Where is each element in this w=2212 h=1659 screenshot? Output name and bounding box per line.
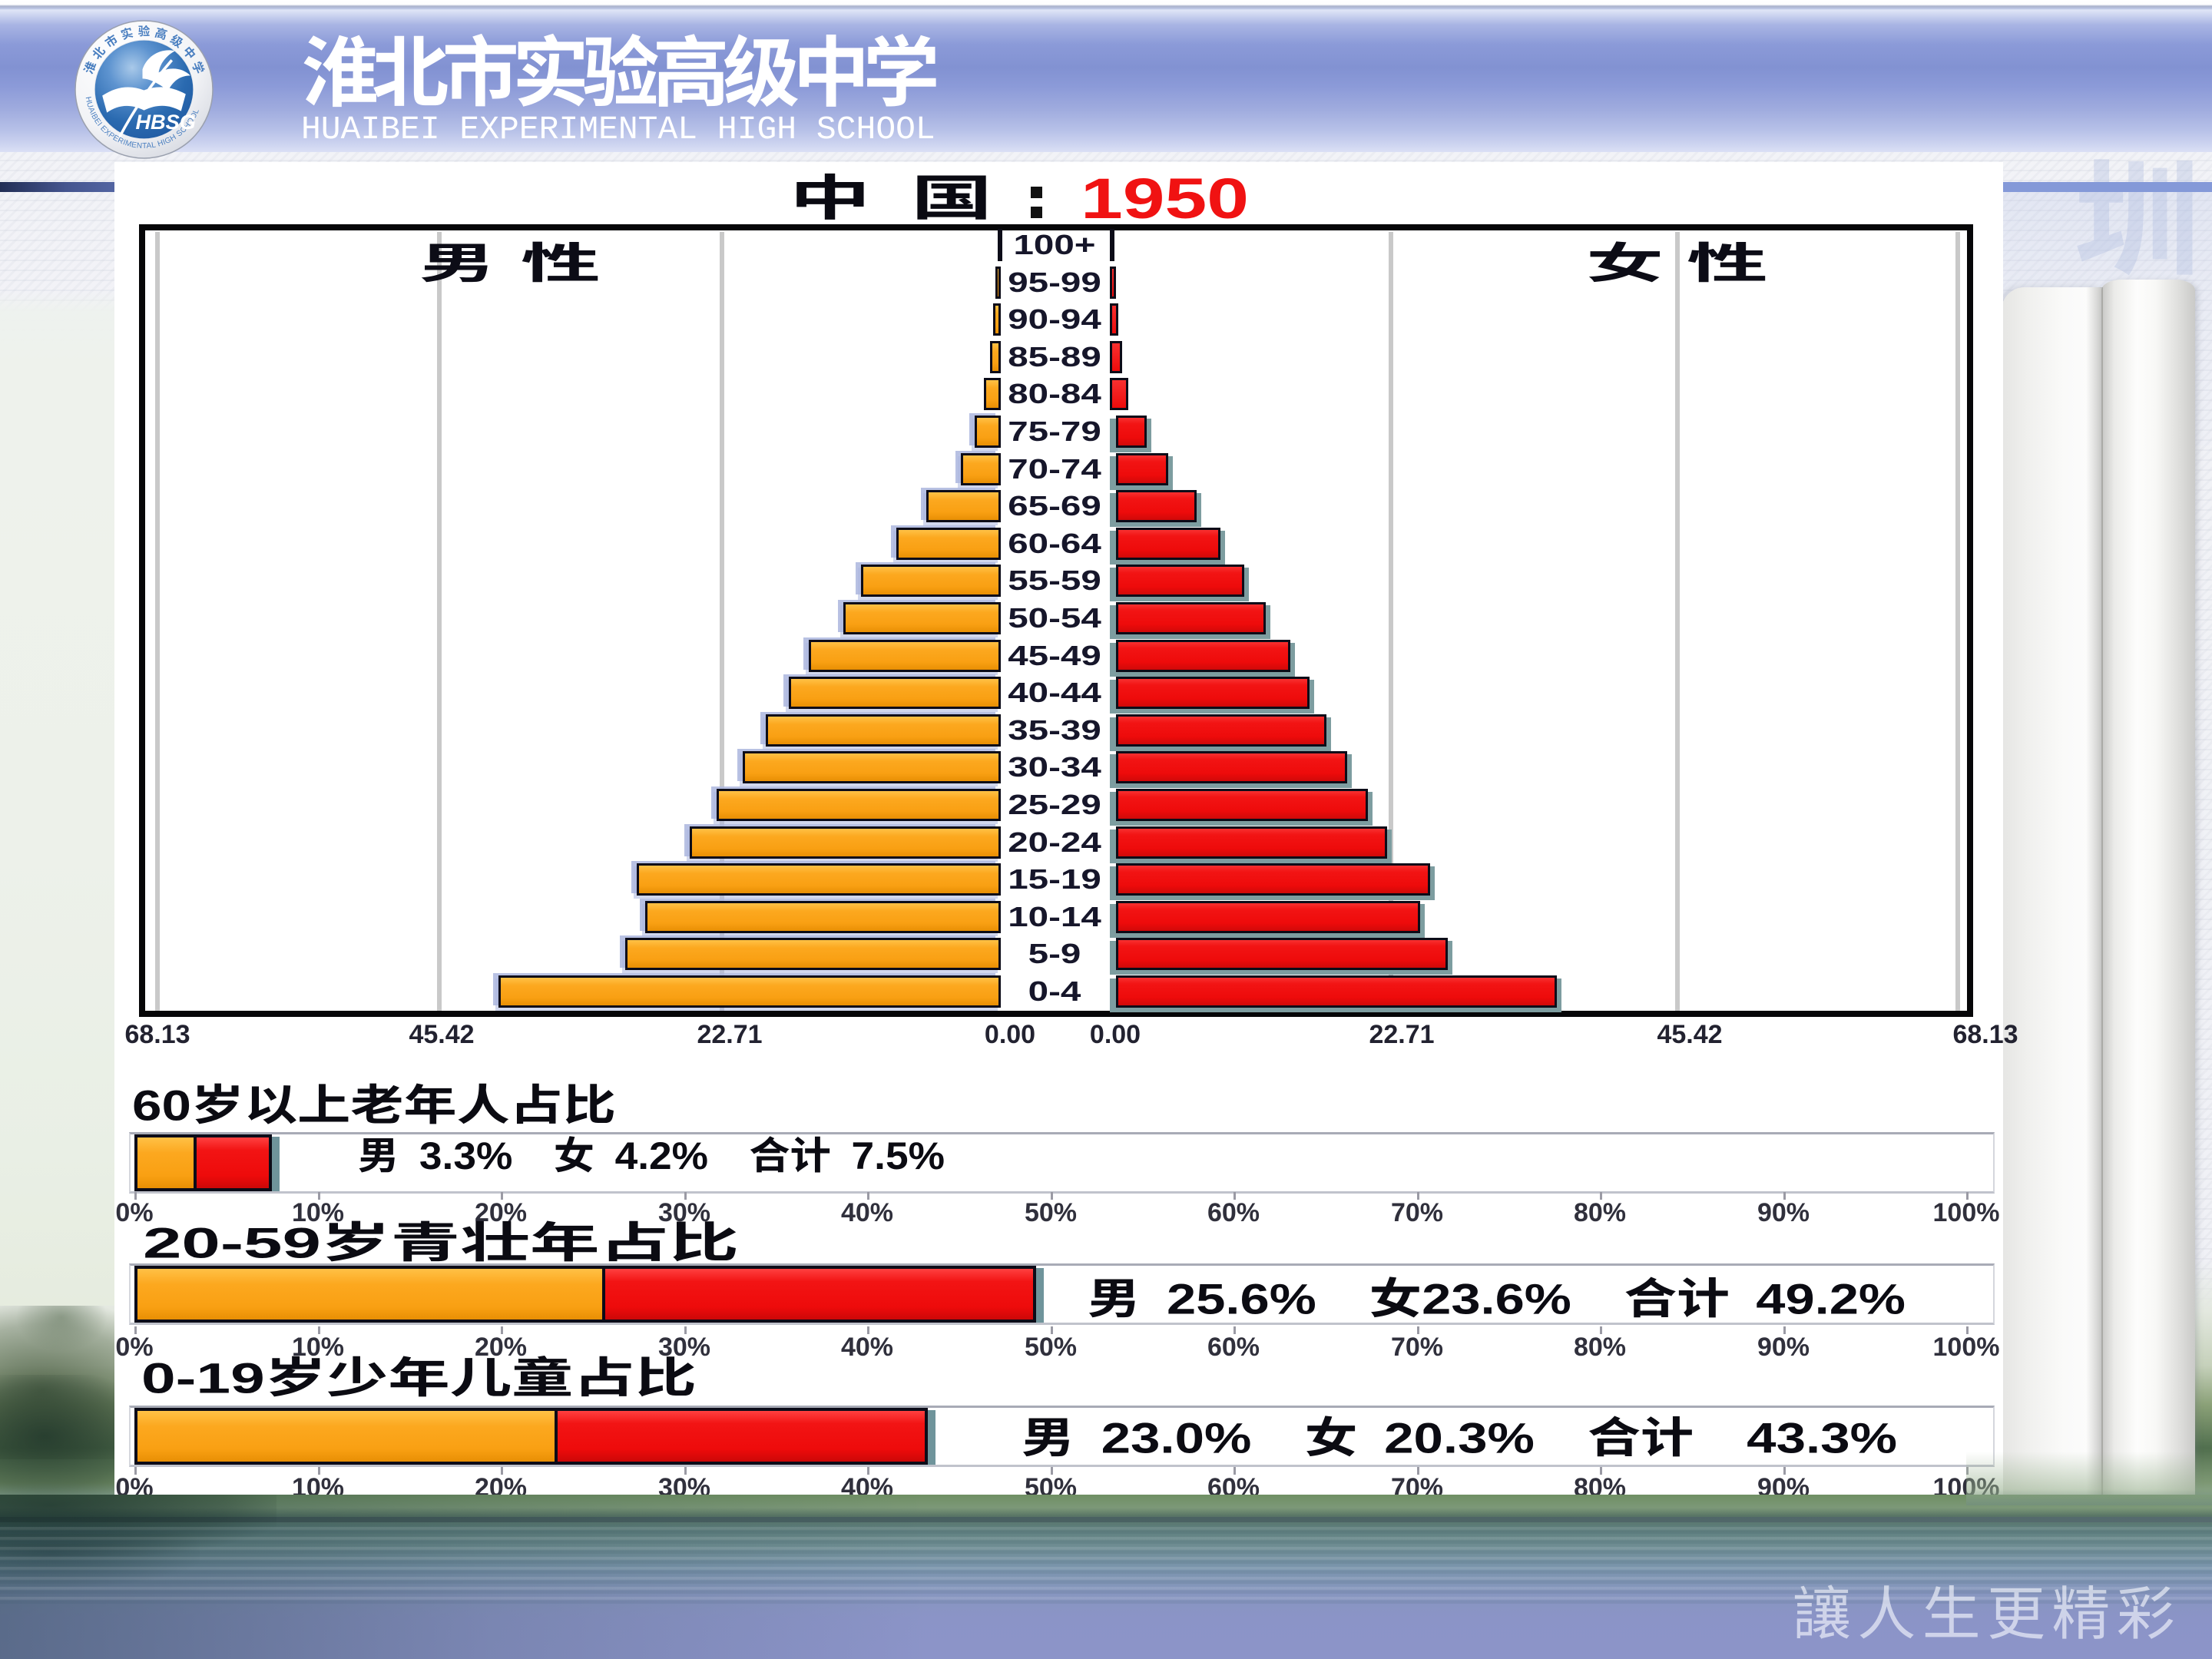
svg-text:25.6%: 25.6% xyxy=(1167,1275,1316,1323)
svg-text:1950: 1950 xyxy=(1081,167,1249,231)
svg-text:23.6%: 23.6% xyxy=(1422,1275,1571,1323)
svg-text:20.3%: 20.3% xyxy=(1384,1414,1535,1462)
svg-text:49.2%: 49.2% xyxy=(1756,1275,1906,1323)
svg-text:23.0%: 23.0% xyxy=(1101,1414,1252,1462)
svg-text:HBSG: HBSG xyxy=(135,110,195,134)
svg-text:4.2%: 4.2% xyxy=(615,1134,708,1177)
svg-text:43.3%: 43.3% xyxy=(1747,1414,1897,1462)
svg-text:20-59: 20-59 xyxy=(143,1219,321,1267)
svg-text:3.3%: 3.3% xyxy=(419,1134,512,1177)
svg-text:0-19: 0-19 xyxy=(141,1353,265,1402)
svg-text:60: 60 xyxy=(132,1081,191,1129)
svg-text:7.5%: 7.5% xyxy=(852,1134,945,1177)
